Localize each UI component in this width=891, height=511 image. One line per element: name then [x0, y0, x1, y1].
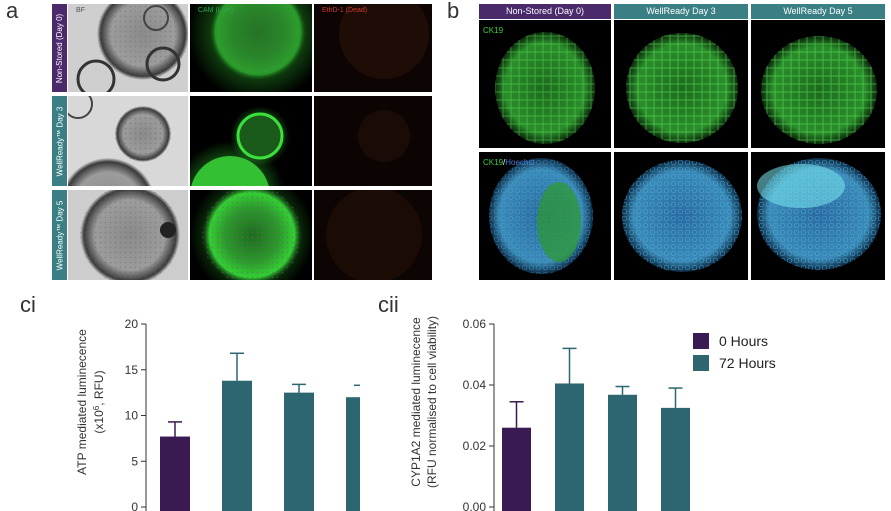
- ethd-spheroid-graphic: [358, 110, 410, 162]
- ck19-hoechst-spheroid-graphic: [489, 158, 593, 274]
- ck19-spheroid-graphic: [626, 33, 738, 143]
- image-ck19-hoechst-day5: [751, 152, 885, 280]
- panel-b-header-day0: Non-Stored (Day 0): [479, 4, 611, 19]
- image-ck19-day5: [751, 20, 885, 148]
- legend-swatch-0-hours: [693, 333, 709, 349]
- image-cam-day3: [190, 96, 312, 186]
- row-label-day5: WellReady™ Day 5: [52, 190, 67, 280]
- image-ck19-day3: [614, 20, 748, 148]
- cii-y-tick-label: 0.06: [463, 317, 487, 331]
- ci-y-tick-label: 0: [131, 500, 138, 511]
- image-cam-day0: CAM (Live): [190, 4, 312, 92]
- chart-ci: ATP mediated luminecence (x106, RFU) 0 5 1…: [75, 317, 360, 511]
- cii-ylabel-line1: CYP1A2 mediated luminecence: [409, 317, 423, 487]
- panel-ci-letter: ci: [20, 292, 36, 317]
- legend-item-0-hours: 0 Hours: [693, 330, 776, 352]
- image-ck19-day0: CK19: [479, 20, 611, 148]
- legend-label-72-hours: 72 Hours: [719, 355, 776, 371]
- row-label-day0: Non-Stored (Day 0): [52, 4, 67, 92]
- ci-bar: [222, 380, 252, 511]
- panel-cii-letter: cii: [378, 292, 399, 317]
- cii-plot-area: 0.00 0.02 0.04 0.06: [463, 317, 690, 511]
- panel-b-header-day3: WellReady Day 3: [614, 4, 748, 19]
- panel-b-header-day5: WellReady Day 5: [751, 4, 885, 19]
- ci-y-tick-label: 10: [125, 409, 139, 423]
- chart-cii: CYP1A2 mediated luminecence (RFU normali…: [409, 316, 690, 511]
- image-ethd-day5: [314, 190, 432, 280]
- image-bf-day5: [68, 190, 188, 280]
- cii-y-tick-label: 0.00: [463, 500, 487, 511]
- cam-spheroid-graphic: [190, 190, 312, 280]
- bf-spheroid-graphic: [80, 190, 180, 280]
- ci-y-tick-label: 5: [131, 454, 138, 468]
- cam-spheroid-graphic: [190, 106, 290, 186]
- cii-y-tick-label: 0.02: [463, 439, 487, 453]
- row-label-day3: WellReady™ Day 3: [52, 96, 67, 186]
- ck19-hoechst-spheroid-graphic: [757, 158, 881, 270]
- image-ethd-day3: [314, 96, 432, 186]
- ck19-spheroid-graphic: [761, 36, 877, 144]
- panel-b-letter: b: [447, 0, 460, 23]
- cii-bar: [555, 383, 584, 511]
- col-label-cam: CAM (Live): [198, 7, 234, 14]
- ck19-hoechst-spheroid-graphic: [622, 160, 742, 272]
- ethd-spheroid-graphic: [326, 190, 422, 280]
- ci-bar: [284, 392, 314, 511]
- bf-spheroid-graphic: [76, 4, 188, 92]
- image-bf-day0: BF: [68, 4, 188, 92]
- ci-bar: [346, 397, 360, 511]
- cii-y-tick-label: 0.04: [463, 378, 487, 392]
- image-ethd-day0: EthD-1 (Dead): [314, 4, 432, 92]
- ci-y-tick-label: 15: [125, 363, 139, 377]
- legend-item-72-hours: 72 Hours: [693, 352, 776, 374]
- ck19-spheroid-graphic: [495, 32, 595, 144]
- bf-spheroid-graphic: [68, 96, 171, 186]
- cii-ylabel-line2: (RFU normalised to cell viability): [425, 316, 439, 488]
- image-cam-day5: [190, 190, 312, 280]
- image-ck19-hoechst-day0: CK19/Hoechst: [479, 152, 611, 280]
- ci-ylabel-line1: ATP mediated luminecence: [75, 329, 89, 475]
- cii-bar: [608, 394, 637, 511]
- legend-label-0-hours: 0 Hours: [719, 333, 769, 349]
- ci-plot-area: 0 5 10 15 20: [125, 317, 360, 511]
- cam-spheroid-graphic: [190, 4, 312, 92]
- stain-label-ck19: CK19: [483, 26, 504, 35]
- col-label-bf: BF: [76, 7, 85, 14]
- legend: 0 Hours 72 Hours: [693, 330, 776, 374]
- stain-label-ck19-hoechst: CK19/Hoechst: [483, 158, 535, 167]
- image-bf-day3: [68, 96, 188, 186]
- cii-bar: [661, 407, 690, 511]
- ci-ylabel-line2: (x106, RFU): [92, 370, 107, 433]
- ci-bar: [160, 436, 190, 511]
- cii-bar: [502, 427, 531, 511]
- panel-a-letter: a: [6, 0, 19, 23]
- ci-y-tick-label: 20: [125, 317, 139, 331]
- col-label-ethd: EthD-1 (Dead): [322, 7, 368, 14]
- legend-swatch-72-hours: [693, 355, 709, 371]
- image-ck19-hoechst-day3: [614, 152, 748, 280]
- ethd-spheroid-graphic: [339, 4, 429, 79]
